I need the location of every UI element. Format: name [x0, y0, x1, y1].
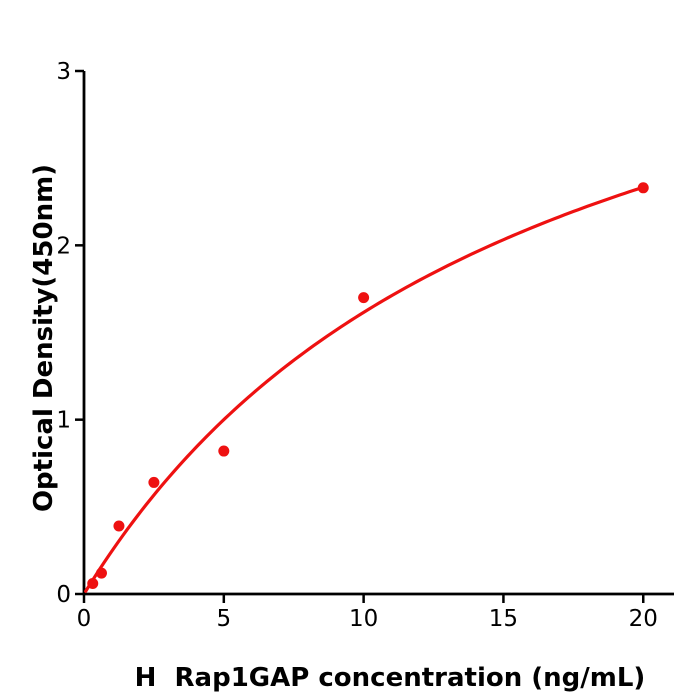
- y-tick-label: 0: [56, 582, 71, 608]
- data-point: [113, 520, 125, 532]
- data-point: [358, 292, 370, 304]
- x-tick-label: 15: [489, 606, 518, 632]
- data-point: [637, 182, 649, 194]
- data-point: [87, 578, 99, 590]
- data-point: [148, 476, 160, 488]
- y-tick-label: 3: [56, 59, 71, 85]
- x-tick-label: 0: [77, 606, 92, 632]
- y-axis-label: Optical Density(450nm): [29, 163, 59, 513]
- x-tick-label: 20: [629, 606, 658, 632]
- data-point: [218, 445, 230, 457]
- x-tick-label: 10: [349, 606, 378, 632]
- x-axis-label: H Rap1GAP concentration (ng/mL): [134, 663, 646, 693]
- x-tick-label: 5: [216, 606, 231, 632]
- fit-curve: [84, 185, 645, 593]
- y-tick-label: 2: [56, 233, 71, 259]
- y-tick-label: 1: [56, 408, 71, 434]
- data-point: [95, 567, 107, 579]
